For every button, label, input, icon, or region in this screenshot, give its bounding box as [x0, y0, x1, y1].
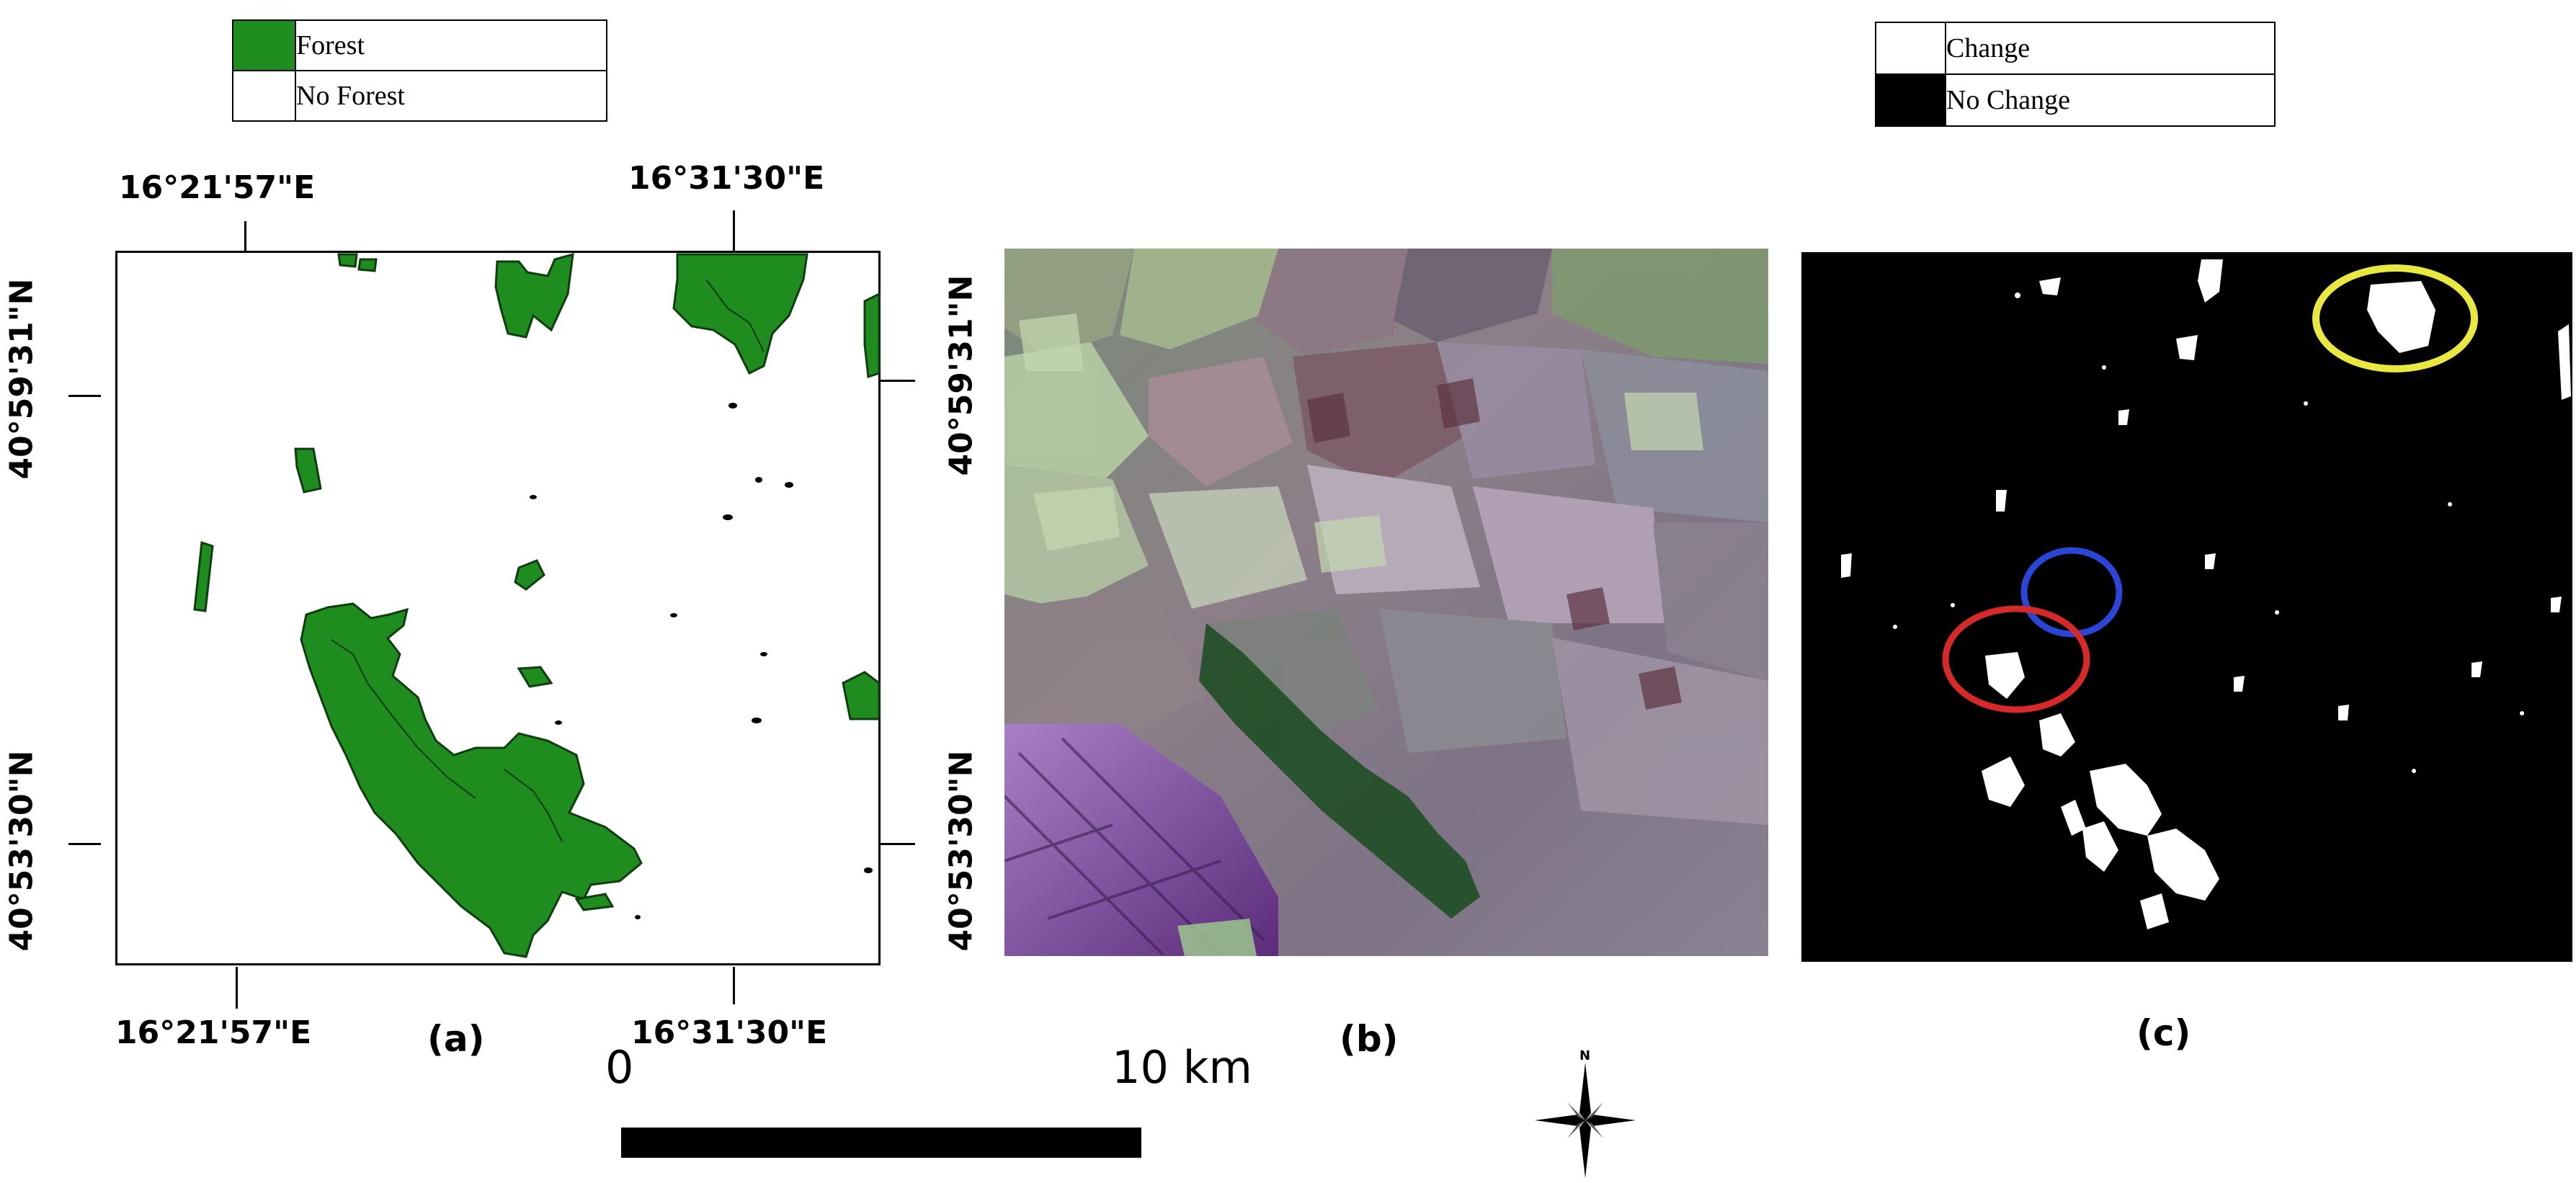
lat-top-right-label: 40°59'31"N: [942, 274, 980, 476]
forest-patches: [193, 252, 881, 958]
forest-patch: [193, 540, 214, 612]
tick-right-bottom: [879, 843, 915, 845]
forest-inner-outlines: [331, 279, 765, 842]
forest-patch: [672, 253, 808, 375]
forest-patch: [517, 666, 553, 688]
scattered-change-specks: [1893, 293, 2524, 773]
lat-bottom-left-label: 40°53'30"N: [3, 750, 40, 952]
tick-right-top: [879, 380, 915, 382]
scale-bar: [621, 1128, 1141, 1158]
lat-top-left-label: 40°59'31"N: [3, 278, 40, 480]
no-forest-swatch: [232, 70, 296, 122]
small-forest-patches: [530, 403, 873, 919]
scale-end-label: 10 km: [1112, 1041, 1252, 1094]
lon-left-bottom-label: 16°21'57"E: [115, 1014, 312, 1051]
field-grid-lines: [1004, 737, 1265, 956]
lon-right-top-label: 16°31'30"E: [628, 160, 825, 197]
forest-swatch: [232, 19, 296, 71]
forest-map-panel: [115, 251, 881, 965]
change-swatch: [1875, 22, 1946, 75]
satellite-field-patches: [1004, 249, 1768, 825]
change-legend: Change No Change: [1875, 22, 2276, 127]
change-pixels: [1841, 259, 2571, 929]
tick-left-bottom: [68, 843, 101, 845]
change-legend-label: Change: [1945, 22, 2276, 75]
compass-star-icon: [1535, 1063, 1636, 1178]
forest-patch: [863, 292, 881, 379]
lon-left-top-label: 16°21'57"E: [119, 169, 316, 206]
forest-patch: [300, 602, 643, 958]
forest-legend: Forest No Forest: [232, 19, 607, 122]
forest-patch: [357, 258, 378, 272]
lon-right-bottom-label: 16°31'30"E: [631, 1014, 828, 1051]
change-map-panel: [1801, 252, 2572, 962]
forest-patch: [494, 252, 574, 339]
forest-patch: [574, 893, 615, 911]
tick-left-top: [68, 395, 101, 397]
panel-b-label: (b): [1340, 1018, 1399, 1060]
tick-top-left: [244, 221, 246, 253]
forest-corridor: [1199, 623, 1480, 919]
forest-patch: [514, 559, 545, 591]
blue-change-circle: [2020, 547, 2123, 638]
forest-patch: [337, 253, 358, 268]
green-field-bottom: [1177, 919, 1257, 956]
tick-bottom-right: [733, 967, 735, 1004]
forest-patch: [842, 671, 881, 720]
forest-patch: [294, 447, 322, 494]
panel-c-label: (c): [2136, 1012, 2191, 1054]
dark-field-patches: [1307, 378, 1682, 710]
no-change-legend-label: No Change: [1945, 73, 2276, 127]
panel-a-label: (a): [427, 1018, 485, 1060]
yellow-change-circle: [2312, 264, 2478, 372]
lat-bottom-right-label: 40°53'30"N: [942, 750, 980, 952]
red-change-circle: [1942, 605, 2090, 713]
north-label: N: [1579, 1048, 1591, 1063]
satellite-image-panel: [1004, 249, 1768, 956]
no-forest-legend-label: No Forest: [295, 70, 607, 122]
no-change-swatch: [1875, 73, 1946, 127]
tick-bottom-left: [236, 967, 238, 1009]
purple-fields-area: [1004, 724, 1278, 956]
forest-legend-label: Forest: [295, 19, 607, 71]
tick-top-right: [733, 210, 735, 251]
scale-start-label: 0: [605, 1041, 634, 1094]
bright-field-patches: [1019, 313, 1703, 573]
